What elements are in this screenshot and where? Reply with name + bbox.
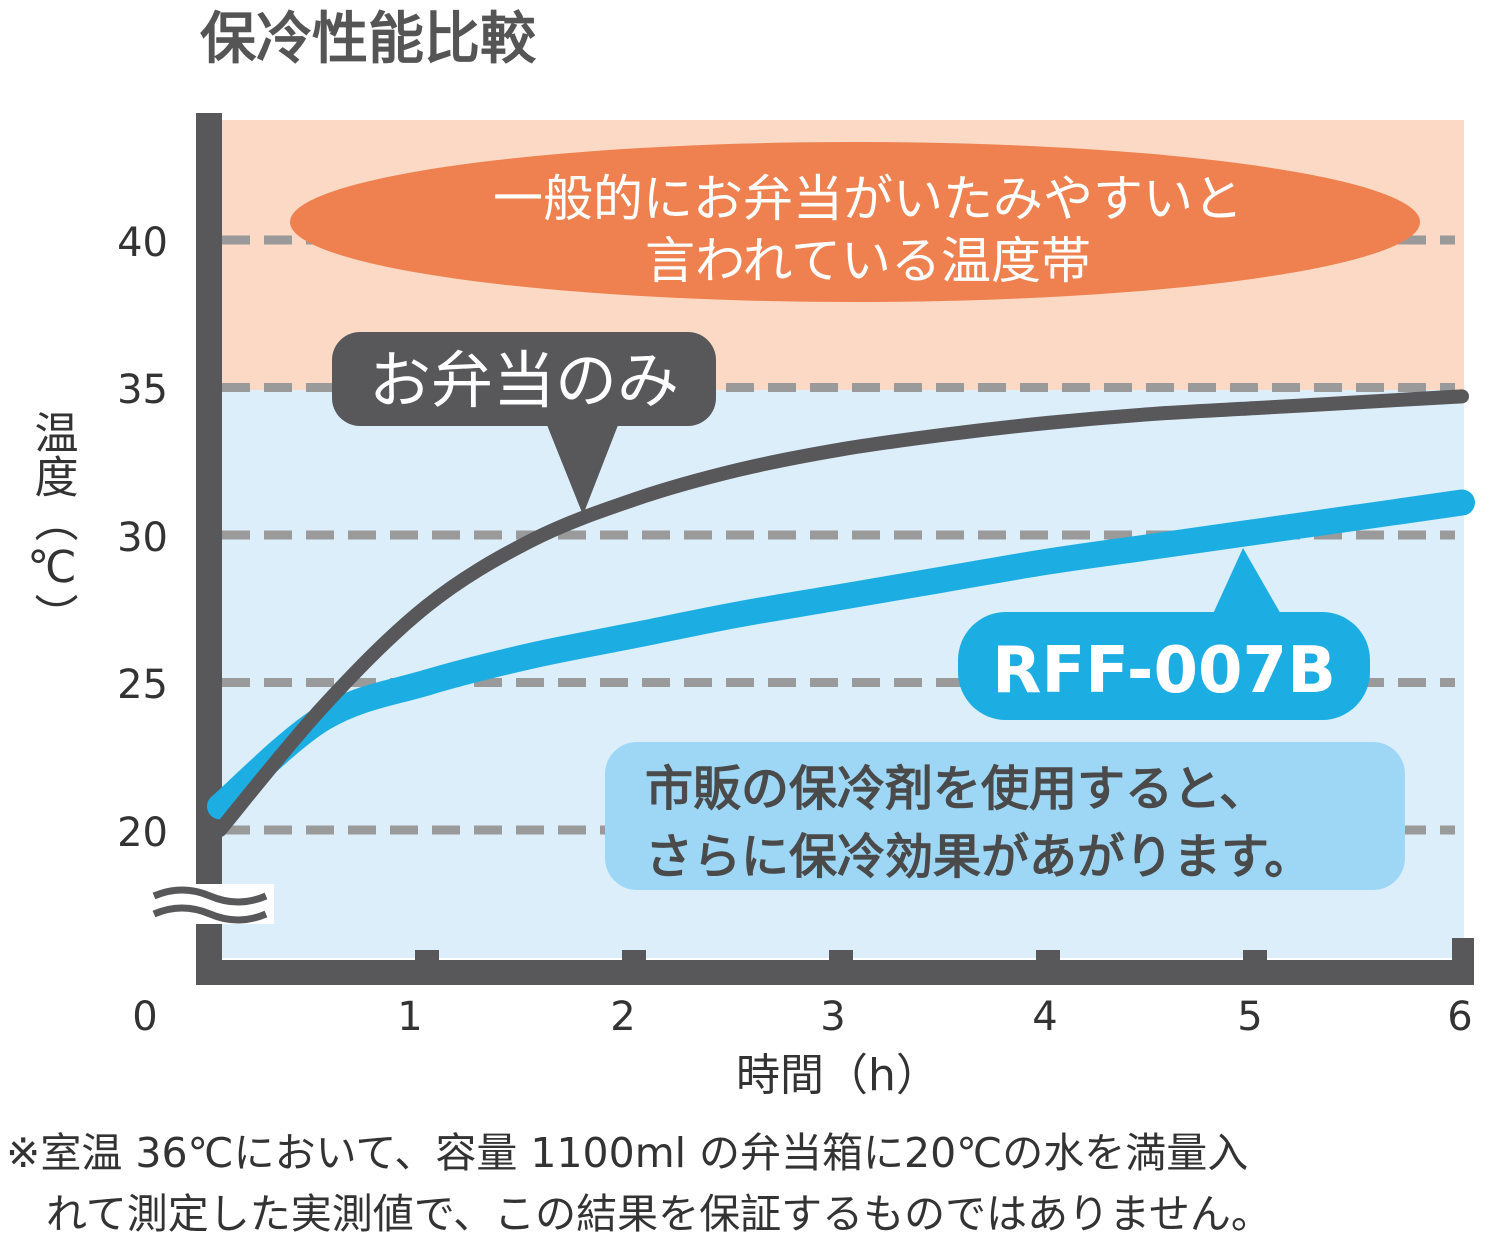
y-tick-label: 30 <box>117 515 168 561</box>
series-line-rff-007b <box>207 489 1475 820</box>
x-axis-tick <box>829 950 853 964</box>
axis-break-icon <box>150 884 274 924</box>
x-axis-ticks <box>415 950 1267 964</box>
chart-title: 保冷性能比較 <box>200 7 537 72</box>
x-axis-tick <box>1243 950 1267 964</box>
y-tick-label: 35 <box>117 367 168 413</box>
danger-band-label-bg <box>290 142 1420 302</box>
series-line-bento-only <box>213 389 1469 837</box>
x-tick-label: 4 <box>1032 994 1057 1040</box>
y-tick-labels: 40 35 30 25 20 <box>117 220 168 856</box>
callout-bento-only: お弁当のみ <box>332 332 716 515</box>
x-axis-line <box>196 960 1474 985</box>
footnote-line2: れて測定した実測値で、この結果を保証するものではありません。 <box>46 1190 1272 1238</box>
x-axis-title: 時間（h） <box>736 1050 940 1101</box>
danger-band-label-line1: 一般的にお弁当がいたみやすいと <box>493 170 1243 228</box>
x-tick-label: 6 <box>1447 994 1472 1040</box>
footnote-line1: ※室温 36℃において、容量 1100ml の弁当箱に20℃の水を満量入 <box>6 1129 1248 1177</box>
callout-bento-only-text: お弁当のみ <box>369 344 679 417</box>
y-axis-title: 温度（℃） <box>27 410 78 637</box>
callout-product: RFF-007B <box>958 548 1370 720</box>
x-axis-end-tick <box>1452 938 1474 968</box>
x-axis-tick <box>622 950 646 964</box>
y-tick-label: 25 <box>117 662 168 708</box>
danger-band-label-line2: 言われている温度帯 <box>645 232 1091 290</box>
note-line2: さらに保冷効果があがります。 <box>645 829 1312 885</box>
x-tick-label: 3 <box>820 994 845 1040</box>
y-tick-label: 40 <box>117 220 168 266</box>
y-axis-line <box>196 113 222 985</box>
x-tick-labels: 0 1 2 3 4 5 6 <box>132 994 1472 1040</box>
x-axis-tick <box>415 950 439 964</box>
note-line1: 市販の保冷剤を使用すると、 <box>645 761 1267 817</box>
x-tick-label: 5 <box>1237 994 1262 1040</box>
y-tick-label: 20 <box>117 810 168 856</box>
note-box: 市販の保冷剤を使用すると、 さらに保冷効果があがります。 <box>605 742 1405 890</box>
x-tick-label: 1 <box>397 994 422 1040</box>
x-tick-label: 0 <box>132 994 157 1040</box>
x-axis-tick <box>1036 950 1060 964</box>
x-tick-label: 2 <box>610 994 635 1040</box>
callout-product-text: RFF-007B <box>992 634 1336 708</box>
series-lines <box>207 389 1475 837</box>
